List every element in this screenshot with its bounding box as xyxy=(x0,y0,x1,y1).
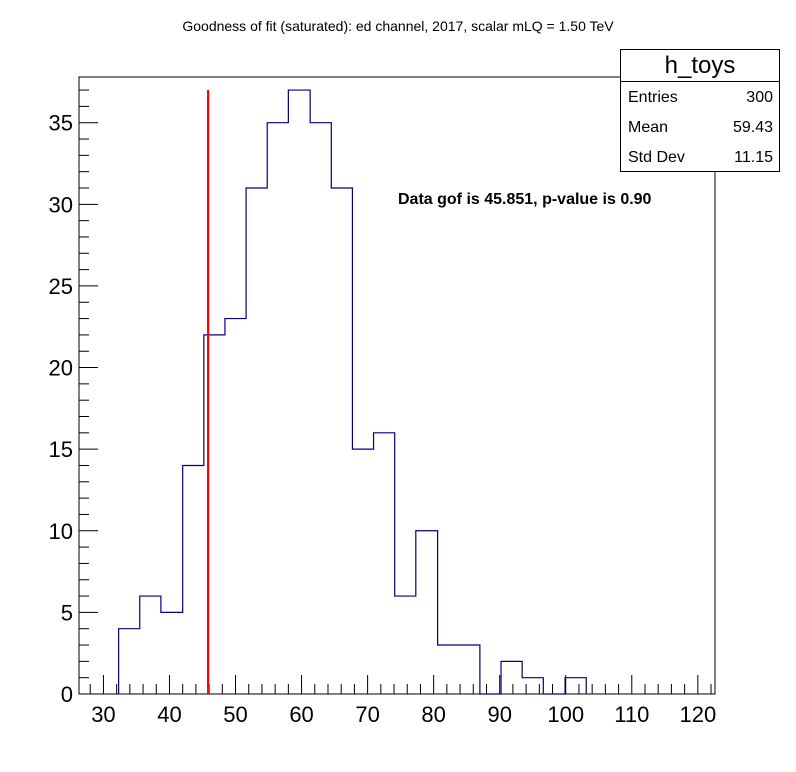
x-tick-label: 40 xyxy=(157,702,181,727)
y-tick-label: 35 xyxy=(49,111,73,136)
x-tick-label: 70 xyxy=(355,702,379,727)
x-tick-label: 50 xyxy=(223,702,247,727)
y-tick-label: 5 xyxy=(61,600,73,625)
x-axis: 30 40 50 60 70 80 90 100 110 120 xyxy=(89,675,716,727)
stats-value: 11.15 xyxy=(734,149,773,166)
x-tick-label: 100 xyxy=(547,702,584,727)
x-tick-label: 30 xyxy=(91,702,115,727)
stats-key: Mean xyxy=(628,119,669,136)
y-tick-label: 25 xyxy=(49,274,73,299)
x-tick-label: 60 xyxy=(289,702,313,727)
histogram-outline xyxy=(118,89,587,695)
stats-value: 59.43 xyxy=(732,119,773,136)
x-tick-label: 120 xyxy=(679,702,716,727)
x-tick-label: 90 xyxy=(487,702,511,727)
y-tick-label: 10 xyxy=(49,519,73,544)
stats-key: Std Dev xyxy=(628,149,685,166)
y-axis: 0 5 10 15 20 25 30 35 xyxy=(49,89,98,707)
x-tick-label: 110 xyxy=(614,702,649,727)
y-tick-label: 30 xyxy=(49,192,73,217)
stats-box-name: h_toys xyxy=(621,50,779,82)
y-tick-label: 15 xyxy=(49,437,73,462)
y-tick-label: 20 xyxy=(49,356,73,381)
stats-row-entries: Entries 300 xyxy=(621,82,779,112)
y-tick-label: 0 xyxy=(61,682,73,707)
stats-row-stddev: Std Dev 11.15 xyxy=(621,142,779,172)
x-tick-label: 80 xyxy=(421,702,445,727)
stats-row-mean: Mean 59.43 xyxy=(621,112,779,142)
plot-frame xyxy=(78,76,716,695)
chart-title: Goodness of fit (saturated): ed channel,… xyxy=(182,18,614,34)
stats-key: Entries xyxy=(628,89,678,106)
gof-annotation: Data gof is 45.851, p-value is 0.90 xyxy=(398,191,652,208)
stats-box: h_toys Entries 300 Mean 59.43 Std Dev 11… xyxy=(620,49,780,172)
stats-value: 300 xyxy=(746,89,773,106)
